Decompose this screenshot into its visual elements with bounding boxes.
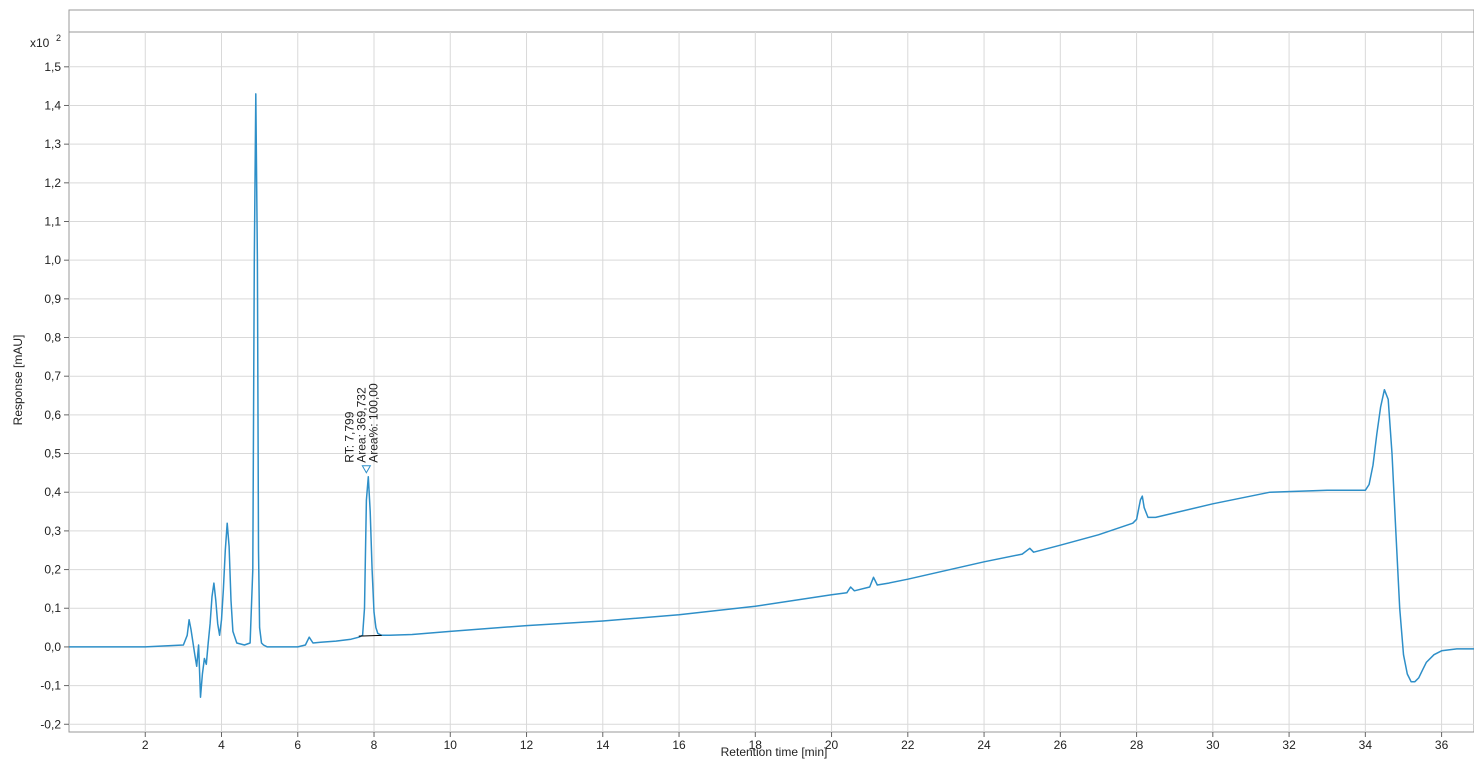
y-tick-label: 0,7	[44, 369, 61, 383]
y-tick-label: 1,2	[44, 176, 61, 190]
y-tick-label: -0,1	[40, 679, 61, 693]
y-multiplier-label: x10	[30, 36, 50, 50]
plot-area	[68, 31, 1474, 733]
peak-annotation-text: RT: 7,799	[342, 411, 356, 462]
x-tick-label: 12	[520, 738, 534, 752]
chromatogram-trace	[69, 93, 1474, 698]
x-tick-label: 22	[901, 738, 915, 752]
x-tick-label: 18	[749, 738, 763, 752]
x-tick-label: 36	[1435, 738, 1449, 752]
top-header-band	[68, 9, 1474, 33]
y-axis-title: Response [mAU]	[11, 335, 25, 426]
y-tick-label: 0,6	[44, 408, 61, 422]
x-tick-label: 26	[1054, 738, 1068, 752]
series-layer	[69, 93, 1474, 698]
y-tick-label: 0,8	[44, 331, 61, 345]
y-tick-label: 1,4	[44, 98, 61, 112]
peak-annotation-text: Area%: 100,00	[366, 383, 380, 463]
x-axis-ticks: 2 4 6 8 10 12 14 16 18 20 22 24 26 28 30 32 34 36	[142, 732, 1449, 752]
x-tick-label: 4	[218, 738, 225, 752]
y-axis-ticks: -0,2 -0,1 0,0 0,1 0,2 0,3 0,4 0,5 0,6 0,7 0,8 0,9 1,…	[40, 60, 69, 731]
grid-lines	[69, 32, 1474, 732]
peak-annotation-text: Area: 369,732	[354, 387, 368, 463]
y-tick-label: -0,2	[40, 717, 61, 731]
y-tick-label: 0,5	[44, 447, 61, 461]
y-tick-label: 0,4	[44, 485, 61, 499]
x-tick-label: 20	[825, 738, 839, 752]
y-tick-label: 1,1	[44, 215, 61, 229]
x-tick-label: 28	[1130, 738, 1144, 752]
x-tick-label: 6	[294, 738, 301, 752]
x-tick-label: 16	[672, 738, 686, 752]
x-tick-label: 24	[977, 738, 991, 752]
y-multiplier-exponent: 2	[56, 33, 61, 43]
y-tick-label: 1,0	[44, 253, 61, 267]
x-tick-label: 10	[444, 738, 458, 752]
peak-marker	[361, 465, 372, 474]
y-tick-label: 0,0	[44, 640, 61, 654]
x-tick-label: 14	[596, 738, 610, 752]
x-tick-label: 32	[1282, 738, 1296, 752]
y-tick-label: 0,9	[44, 292, 61, 306]
x-tick-label: 8	[371, 738, 378, 752]
x-tick-label: 30	[1206, 738, 1220, 752]
y-tick-label: 1,3	[44, 137, 61, 151]
y-tick-label: 0,3	[44, 524, 61, 538]
y-tick-label: 1,5	[44, 60, 61, 74]
x-tick-label: 34	[1359, 738, 1373, 752]
x-tick-label: 2	[142, 738, 149, 752]
peak-baseline	[358, 634, 382, 637]
x-axis-title: Retention time [min]	[721, 745, 828, 759]
y-tick-label: 0,2	[44, 563, 61, 577]
y-tick-label: 0,1	[44, 601, 61, 615]
